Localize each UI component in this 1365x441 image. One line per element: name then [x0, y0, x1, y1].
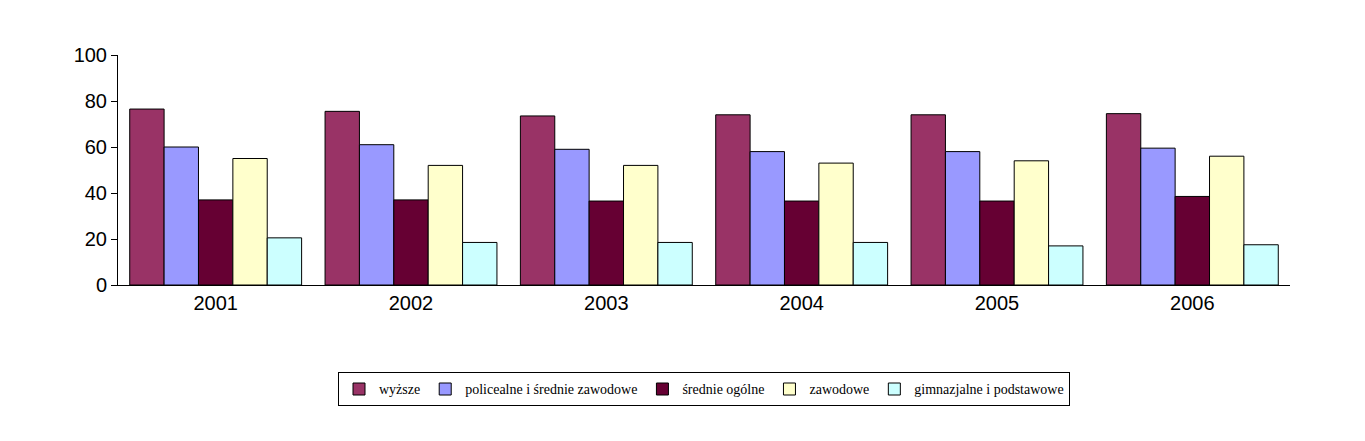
- svg-text:policealne i średnie zawodowe: policealne i średnie zawodowe: [465, 382, 637, 397]
- svg-text:60: 60: [85, 136, 107, 158]
- svg-text:2001: 2001: [193, 292, 238, 314]
- svg-text:2002: 2002: [389, 292, 434, 314]
- svg-text:0: 0: [96, 274, 107, 296]
- svg-text:20: 20: [85, 228, 107, 250]
- svg-text:100: 100: [74, 44, 107, 66]
- svg-text:wyższe: wyższe: [379, 382, 420, 397]
- svg-text:2006: 2006: [1170, 292, 1215, 314]
- svg-text:40: 40: [85, 182, 107, 204]
- svg-text:średnie ogólne: średnie ogólne: [682, 382, 764, 397]
- svg-text:zawodowe: zawodowe: [809, 382, 869, 397]
- svg-text:2004: 2004: [779, 292, 824, 314]
- svg-text:80: 80: [85, 90, 107, 112]
- svg-text:gimnazjalne i podstawowe: gimnazjalne i podstawowe: [914, 382, 1063, 397]
- svg-text:2005: 2005: [975, 292, 1020, 314]
- svg-text:2003: 2003: [584, 292, 629, 314]
